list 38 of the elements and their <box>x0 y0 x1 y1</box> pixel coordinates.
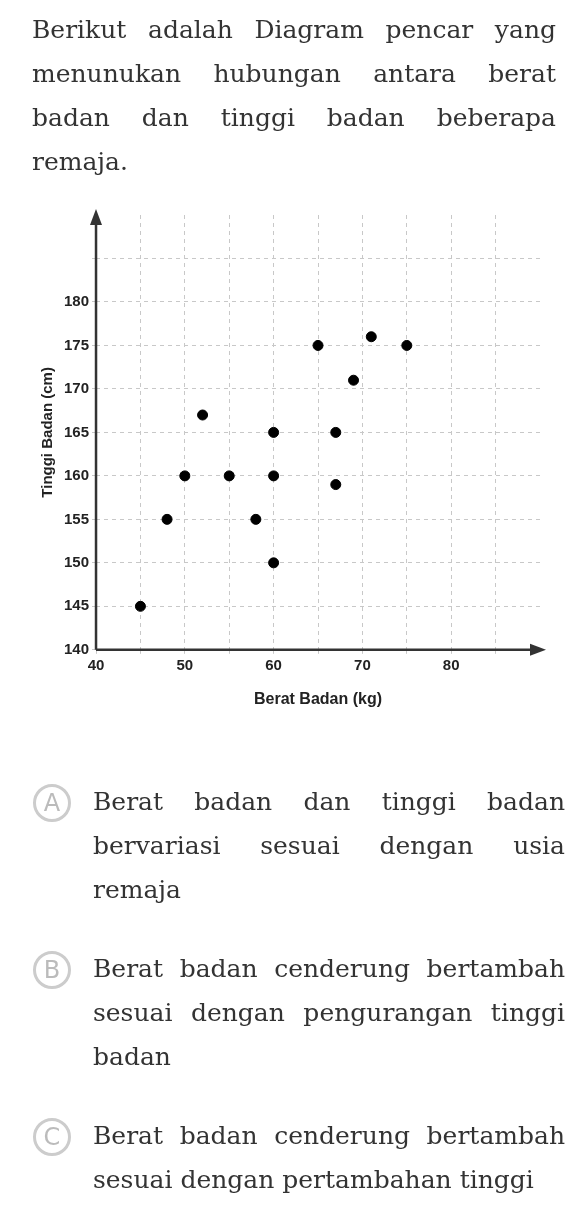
x-tick-label: 50 <box>176 655 194 673</box>
text: B <box>33 951 71 989</box>
point <box>312 339 324 351</box>
x-tick-label: 80 <box>442 655 460 673</box>
x-axis-title: Berat Badan (kg) <box>254 689 383 707</box>
text: Berat badan dan tinggi badan bervariasi sesuai dengan usia remaja <box>93 786 565 906</box>
chart-title: Berikut adalah Diagram pencar yang menunukan hubungan antara berat badan dan tinggi badan beberapa remaja. <box>32 14 556 178</box>
y-tick-label: 170 <box>64 379 90 397</box>
point <box>223 470 235 482</box>
x-tick-label: 40 <box>87 655 105 673</box>
x-tick-label: 60 <box>265 655 282 673</box>
x-tick-label: 70 <box>354 655 371 673</box>
y-tick-label: 150 <box>64 552 90 570</box>
text: A <box>33 784 71 822</box>
point <box>401 339 413 351</box>
point <box>268 470 280 482</box>
y-tick-label: 145 <box>64 596 90 614</box>
y-axis-title: Tinggi Badan (cm) <box>38 367 56 498</box>
point <box>268 426 280 438</box>
point <box>197 409 209 421</box>
point <box>330 479 342 491</box>
y-tick-label: 140 <box>64 639 90 657</box>
point <box>348 374 360 386</box>
point <box>179 470 191 482</box>
text: C <box>33 1118 71 1156</box>
y-tick-label: 160 <box>64 466 90 484</box>
point <box>365 331 377 343</box>
text: Berat badan cenderung bertambah sesuai dengan pertambahan tinggi <box>93 1120 565 1196</box>
text: Berat badan cenderung bertambah sesuai dengan pengurangan tinggi badan <box>93 953 565 1073</box>
point <box>134 600 146 612</box>
y-tick-label: 155 <box>64 509 90 527</box>
y-tick-label: 165 <box>64 422 90 440</box>
y-tick-label: 175 <box>64 335 90 353</box>
y-tick-label: 180 <box>64 292 90 310</box>
point <box>161 513 173 525</box>
point <box>268 557 280 569</box>
point <box>250 513 262 525</box>
point <box>330 426 342 438</box>
